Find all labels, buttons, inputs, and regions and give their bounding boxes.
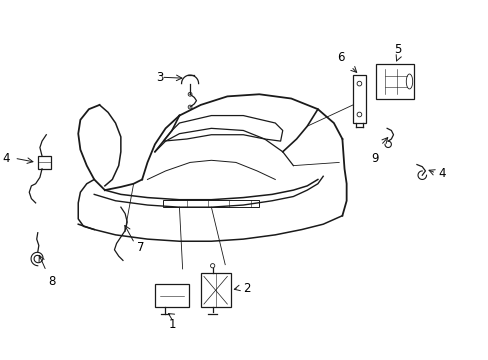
Bar (163, 200, 259, 207)
Bar (38, 156, 50, 169)
Text: 4: 4 (2, 152, 10, 165)
Bar (200, 273, 230, 307)
Text: 6: 6 (336, 51, 344, 64)
Text: 5: 5 (393, 43, 401, 56)
Bar (376, 64, 413, 99)
Text: 2: 2 (243, 282, 250, 294)
Text: 1: 1 (168, 318, 175, 331)
Text: 4: 4 (437, 167, 445, 180)
Text: 9: 9 (370, 152, 378, 165)
Bar (352, 75, 365, 123)
Bar (155, 284, 189, 307)
Text: 8: 8 (48, 275, 56, 288)
Text: 7: 7 (137, 241, 144, 254)
Text: 3: 3 (156, 71, 163, 84)
